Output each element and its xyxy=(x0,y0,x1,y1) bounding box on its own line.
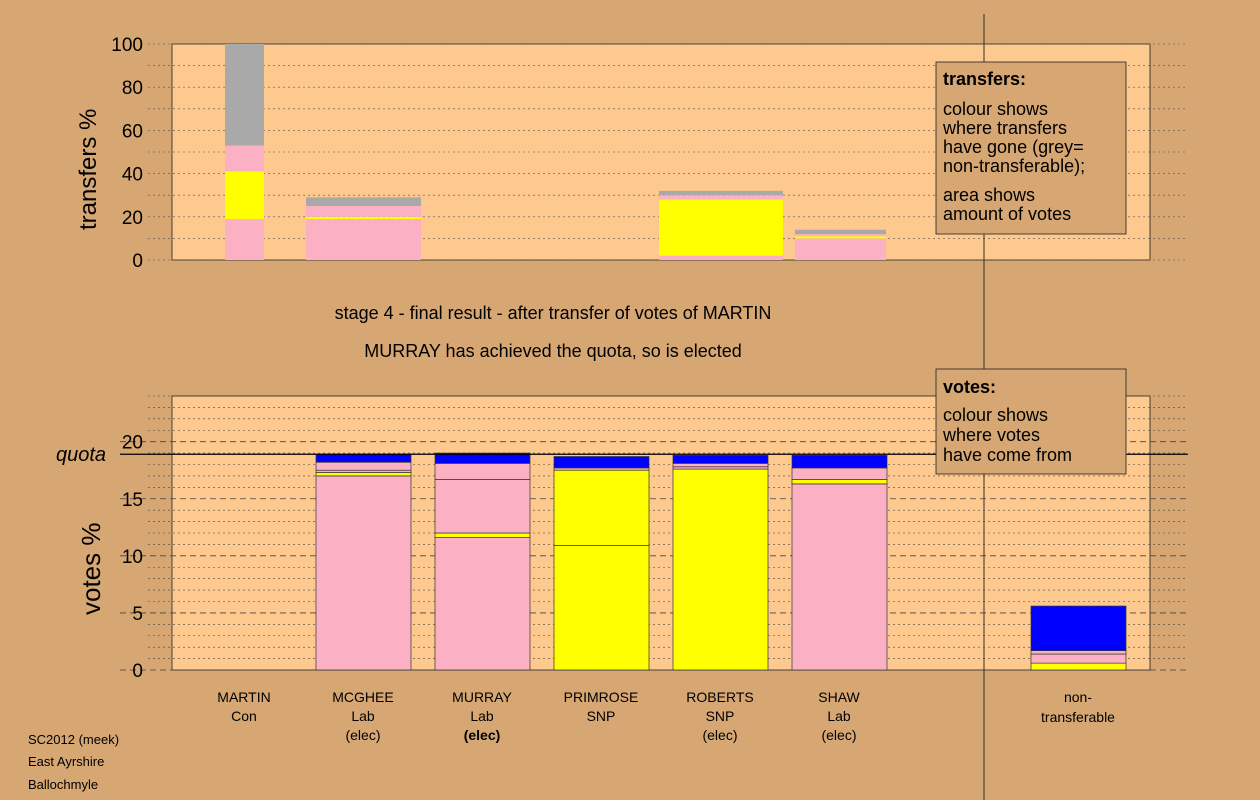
vote-segment-primrose xyxy=(553,545,650,671)
votes-y-tick-label: 5 xyxy=(132,604,143,625)
vote-segment-murray xyxy=(434,478,531,534)
vote-segment-roberts xyxy=(672,455,769,464)
candidate-label: (elec) xyxy=(464,727,501,743)
transfers-y-tick-label: 80 xyxy=(122,78,143,99)
vote-segment-shaw xyxy=(791,455,888,469)
transfer-segment-martin xyxy=(225,218,264,260)
vote-segment-mcghee xyxy=(315,475,412,671)
candidate-label: Con xyxy=(231,708,257,724)
vote-segment-murray xyxy=(434,452,531,464)
vote-segment-murray xyxy=(434,532,531,538)
vote-segment-shaw xyxy=(791,478,888,485)
vote-segment-murray xyxy=(434,537,531,671)
vote-segment-roberts xyxy=(672,468,769,671)
candidate-label: Lab xyxy=(351,708,375,724)
vote-segment-primrose xyxy=(553,469,650,546)
vote-segment-shaw xyxy=(791,483,888,671)
footer-council: East Ayrshire xyxy=(28,754,104,769)
transfer-segment-roberts xyxy=(795,238,886,260)
votes-bars xyxy=(315,452,1127,671)
candidate-label: SNP xyxy=(587,708,616,724)
candidate-label: MARTIN xyxy=(217,689,270,705)
transfers-legend-line: colour shows xyxy=(943,99,1048,119)
votes-legend-line: colour shows xyxy=(943,405,1048,425)
votes-legend-line: have come from xyxy=(943,445,1072,465)
transfers-legend-line: amount of votes xyxy=(943,204,1071,224)
vote-segment-mcghee xyxy=(315,472,412,477)
result-heading: MURRAY has achieved the quota, so is ele… xyxy=(364,341,742,361)
transfers-y-axis-title: transfers % xyxy=(75,109,102,230)
vote-segment-shaw xyxy=(791,467,888,480)
vote-segment-non-transferable xyxy=(1030,653,1127,664)
transfer-segment-mcghee xyxy=(306,197,421,206)
candidate-label: Lab xyxy=(470,708,494,724)
transfer-segment-martin xyxy=(225,145,264,172)
candidate-label: ROBERTS xyxy=(686,689,753,705)
transfer-segment-roberts xyxy=(795,236,886,239)
quota-label: quota xyxy=(56,444,106,466)
transfers-y-tick-label: 20 xyxy=(122,208,143,229)
transfers-y-ticks: 0 20 40 60 80 100 xyxy=(111,35,143,272)
transfer-segment-mcghee xyxy=(306,216,421,219)
transfers-bars xyxy=(225,44,886,260)
votes-y-tick-label: 20 xyxy=(122,433,143,454)
transfers-legend-line: where transfers xyxy=(942,118,1067,138)
transfer-segment-primrose xyxy=(659,190,783,196)
transfer-segment-mcghee xyxy=(306,218,421,260)
candidate-label: PRIMROSE xyxy=(564,689,639,705)
transfer-segment-primrose xyxy=(659,255,783,260)
votes-y-ticks: 0 5 10 15 20 xyxy=(122,433,143,682)
vote-segment-mcghee xyxy=(315,453,412,463)
votes-legend: votes: colour shows where votes have com… xyxy=(935,368,1127,475)
transfers-legend: transfers: colour shows where transfers … xyxy=(935,61,1127,235)
transfers-y-tick-label: 100 xyxy=(111,35,143,56)
footer-method: SC2012 (meek) xyxy=(28,732,119,747)
transfer-segment-martin xyxy=(225,171,264,219)
vote-segment-non-transferable xyxy=(1030,605,1127,651)
candidate-label: SHAW xyxy=(818,689,860,705)
candidate-label: SNP xyxy=(706,708,735,724)
votes-legend-title: votes: xyxy=(943,377,996,397)
candidate-label: MCGHEE xyxy=(332,689,393,705)
candidate-label: (elec) xyxy=(821,727,856,743)
vote-segment-primrose xyxy=(553,456,650,469)
transfer-segment-primrose xyxy=(659,199,783,256)
votes-y-tick-label: 10 xyxy=(122,547,143,568)
votes-y-tick-label: 15 xyxy=(122,490,143,511)
vote-segment-murray xyxy=(434,463,531,480)
transfers-legend-line: non-transferable); xyxy=(943,156,1085,176)
vote-segment-non-transferable xyxy=(1030,662,1127,671)
transfer-segment-primrose xyxy=(659,195,783,200)
transfers-y-tick-label: 60 xyxy=(122,121,143,142)
transfers-legend-line: area shows xyxy=(943,185,1035,205)
transfers-y-tick-label: 0 xyxy=(132,251,143,272)
transfer-segment-martin xyxy=(225,44,264,146)
stage-heading: stage 4 - final result - after transfer … xyxy=(335,303,772,323)
votes-y-tick-label: 0 xyxy=(132,661,143,682)
transfer-segment-mcghee xyxy=(306,206,421,217)
votes-legend-line: where votes xyxy=(942,425,1040,445)
transfer-segment-roberts xyxy=(795,234,886,237)
candidate-labels: MARTIN Con MCGHEE Lab (elec) MURRAY Lab (elec) P… xyxy=(217,689,860,743)
nontransferable-label: non- xyxy=(1064,689,1092,705)
nontransferable-label: transferable xyxy=(1041,709,1115,725)
candidate-label: Lab xyxy=(827,708,851,724)
vote-segment-mcghee xyxy=(315,461,412,471)
vote-segment-non-transferable xyxy=(1030,650,1127,655)
candidate-label: (elec) xyxy=(702,727,737,743)
transfers-legend-title: transfers: xyxy=(943,69,1026,89)
transfer-segment-roberts xyxy=(795,229,886,235)
transfers-y-tick-label: 40 xyxy=(122,165,143,186)
votes-y-axis-title: votes % xyxy=(76,523,106,616)
transfers-legend-line: have gone (grey= xyxy=(943,137,1084,157)
vote-segment-roberts xyxy=(672,463,769,468)
footer-ward: Ballochmyle xyxy=(28,777,98,792)
candidate-label: (elec) xyxy=(345,727,380,743)
candidate-label: MURRAY xyxy=(452,689,512,705)
